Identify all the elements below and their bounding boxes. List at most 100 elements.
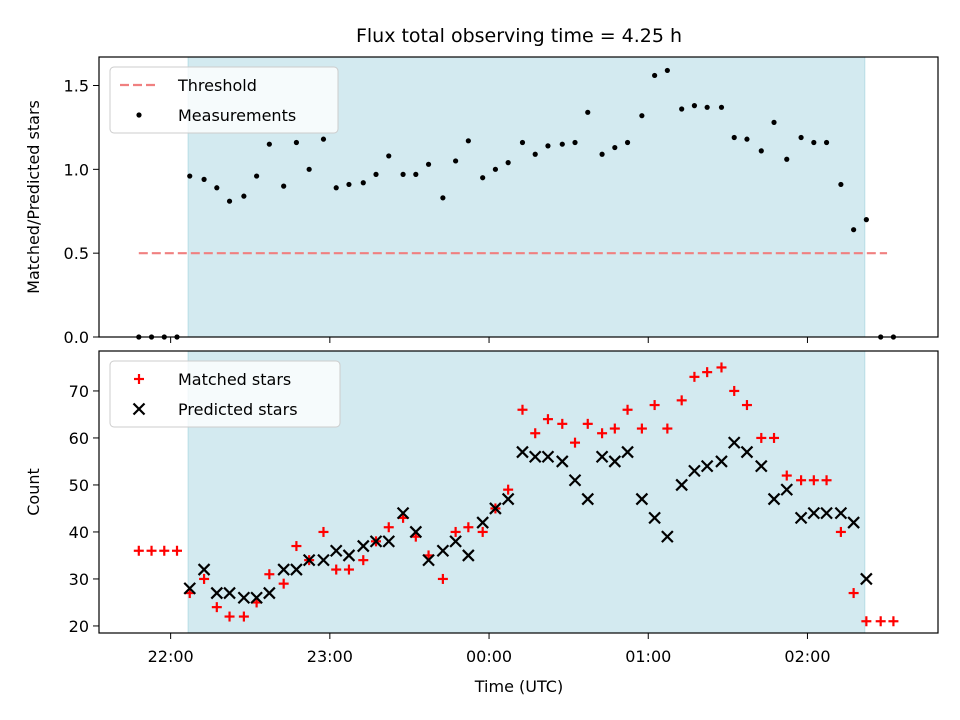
measurement-point	[624, 139, 631, 146]
matched-star-point	[343, 564, 354, 575]
predicted-star-point	[317, 553, 330, 567]
measurement-point	[281, 183, 287, 189]
matched-star-point	[796, 475, 807, 486]
matched-star-point	[702, 367, 713, 378]
predicted-star-point	[277, 563, 290, 576]
matched-star-point	[609, 423, 620, 434]
legend-measurement-swatch	[136, 112, 142, 118]
predicted-star-point	[290, 563, 303, 576]
measurement-point	[863, 217, 869, 223]
predicted-star-point	[820, 506, 833, 520]
measurement-point	[572, 139, 578, 146]
matched-star-point	[450, 526, 461, 537]
legend: Matched stars Predicted stars	[109, 360, 341, 428]
axes-frame	[98, 56, 939, 338]
matched-star-point	[278, 578, 289, 589]
matched-star-point	[557, 418, 568, 429]
measurement-point	[639, 113, 645, 119]
predicted-star-point	[302, 553, 316, 567]
y-tick-label: 20	[69, 617, 89, 636]
y-tick-label: 50	[69, 476, 89, 495]
predicted-star-point	[528, 450, 542, 464]
measurement-point	[400, 171, 406, 177]
matched-star-point	[172, 545, 183, 556]
predicted-star-point	[541, 450, 555, 464]
measurement-point	[823, 139, 830, 146]
measurement-point	[585, 109, 591, 115]
predicted-star-point	[250, 591, 263, 605]
matched-star-point	[133, 545, 144, 556]
measurement-point	[360, 180, 366, 186]
axes-frame	[98, 350, 939, 634]
predicted-star-point	[356, 539, 370, 553]
x-tick-label: 02:00	[784, 647, 830, 666]
measurement-point	[758, 148, 764, 154]
predicted-star-point	[715, 455, 728, 468]
measurement-point	[545, 143, 551, 149]
measurement-point	[784, 156, 790, 162]
y-tick-label: 70	[69, 382, 89, 401]
legend-matched-swatch	[134, 374, 144, 384]
matched-star-point	[291, 541, 302, 552]
y-tick-label: 0.0	[64, 328, 89, 347]
measurement-point	[241, 193, 247, 199]
matched-star-point	[662, 423, 673, 434]
measurement-point	[744, 136, 750, 142]
legend-label: Threshold	[177, 76, 257, 95]
matched-star-point	[848, 588, 859, 599]
measurement-point	[718, 104, 725, 110]
measurement-point	[679, 106, 685, 112]
predicted-star-point	[608, 455, 622, 468]
matched-star-point	[769, 432, 780, 443]
measurement-point	[532, 151, 538, 157]
matched-star-point	[888, 616, 899, 627]
matched-star-point	[649, 400, 660, 411]
measurement-point	[492, 166, 499, 172]
predicted-star-point	[501, 492, 515, 506]
predicted-star-point	[661, 530, 674, 543]
measurement-point	[293, 139, 300, 146]
predicted-star-point	[369, 535, 383, 548]
predicted-star-point	[556, 455, 569, 468]
matched-star-point	[781, 470, 792, 481]
matched-star-point	[383, 522, 394, 533]
predicted-star-point	[700, 459, 714, 473]
matched-star-point	[211, 602, 222, 613]
predicted-star-point	[727, 436, 741, 449]
count-panel: 20 30 40 50 60 70 22:00 23:00 00:00 01:00 02:00 Cou…	[24, 350, 939, 666]
matched-star-point	[756, 432, 767, 443]
matched-star-point	[238, 611, 249, 622]
predicted-star-point	[621, 445, 634, 459]
matched-star-point	[597, 428, 608, 439]
matched-star-point	[582, 418, 593, 429]
measurement-point	[413, 171, 419, 177]
predicted-star-point	[648, 511, 661, 525]
matched-star-point	[503, 484, 514, 495]
predicted-star-point	[183, 582, 197, 595]
y-tick-label: 1.0	[64, 160, 89, 179]
matched-star-point	[530, 428, 541, 439]
y-tick-label: 30	[69, 570, 89, 589]
matched-star-point	[331, 564, 342, 575]
matched-star-point	[861, 616, 872, 627]
predicted-star-point	[834, 506, 848, 520]
x-tick-label: 01:00	[625, 647, 671, 666]
predicted-star-point	[780, 483, 794, 496]
predicted-star-point	[794, 511, 808, 525]
predicted-star-point	[740, 445, 754, 459]
matched-star-point	[875, 616, 886, 627]
predicted-star-point	[422, 553, 435, 567]
measurement-point	[612, 144, 618, 151]
matched-star-point	[636, 423, 647, 434]
measurement-point	[838, 181, 844, 188]
x-tick-label: 22:00	[148, 647, 194, 666]
predicted-star-point	[767, 492, 781, 506]
legend-label: Matched stars	[178, 370, 291, 389]
matched-star-point	[821, 475, 832, 486]
measurement-point	[505, 160, 511, 166]
predicted-star-point	[449, 535, 462, 548]
predicted-star-point	[396, 506, 410, 520]
measurement-point	[599, 151, 605, 157]
measurement-point	[333, 185, 339, 191]
predicted-star-point	[568, 473, 582, 487]
